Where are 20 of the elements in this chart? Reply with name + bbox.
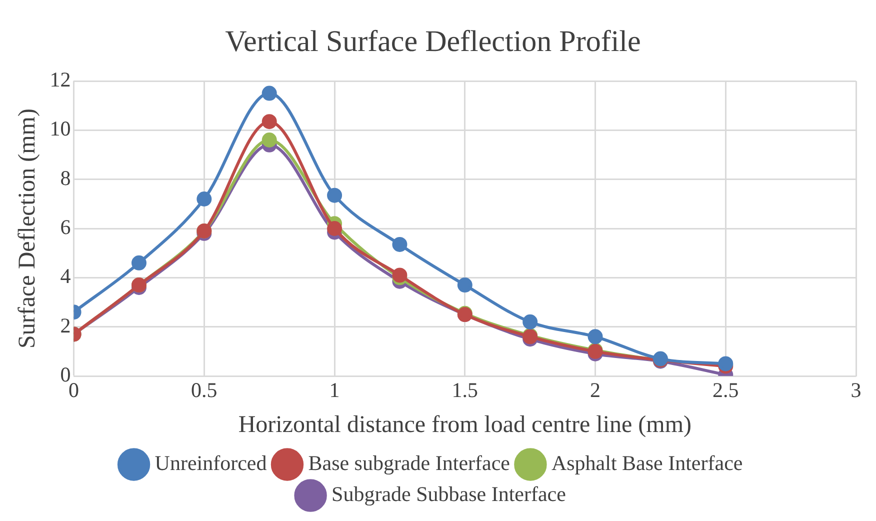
legend-label: Subgrade Subbase Interface [332, 482, 566, 506]
x-tick-label: 2.5 [712, 378, 739, 402]
x-tick-label: 0.5 [191, 378, 218, 402]
y-axis-title: Surface Deflection (mm) [14, 108, 41, 348]
y-tick-label: 0 [60, 362, 71, 387]
x-tick-label: 1.5 [452, 378, 478, 402]
chart-title: Vertical Surface Deflection Profile [225, 24, 641, 58]
y-tick-label: 4 [60, 264, 72, 288]
x-tick-label: 1 [329, 378, 340, 402]
legend-label: Unreinforced [154, 451, 268, 476]
legend-label: Asphalt Base Interface [551, 451, 743, 476]
y-tick-label: 2 [60, 313, 71, 338]
x-tick-label: 2 [590, 378, 601, 402]
y-tick-label: 8 [60, 166, 71, 190]
x-tick-label: 3 [850, 378, 862, 402]
legend-label: Base subgrade Interface [308, 451, 510, 476]
y-tick-label: 10 [50, 116, 71, 141]
y-tick-label: 12 [50, 68, 71, 92]
x-axis-title: Horizontal distance from load centre line (mm) [238, 412, 692, 438]
y-tick-label: 6 [60, 215, 71, 240]
